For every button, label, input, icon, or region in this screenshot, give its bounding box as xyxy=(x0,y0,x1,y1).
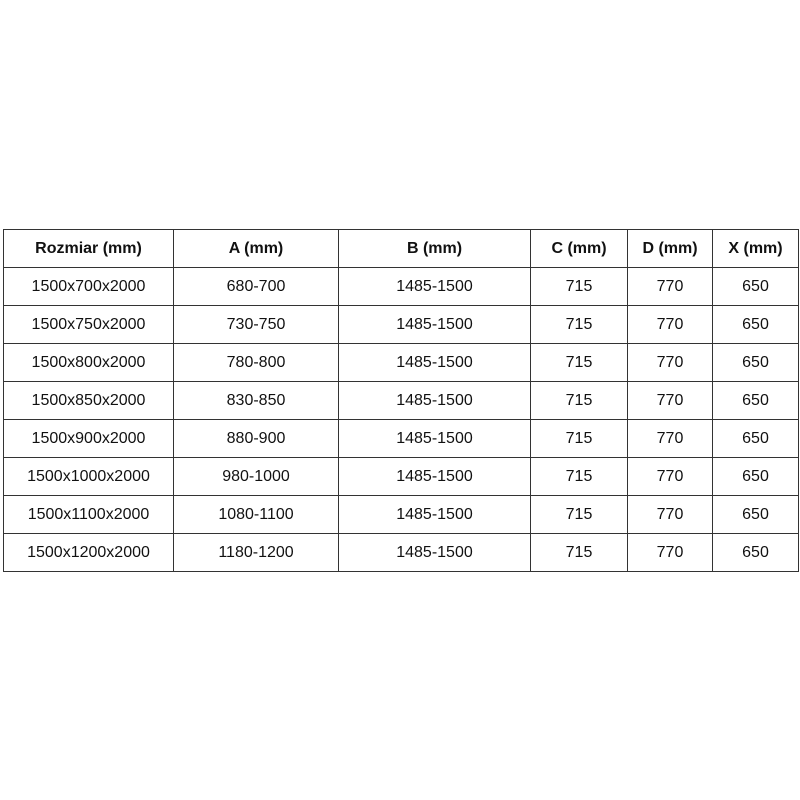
table-cell: 1485-1500 xyxy=(338,533,531,572)
table-cell: 715 xyxy=(530,533,628,572)
table-cell: 1500x800x2000 xyxy=(3,343,174,382)
dimensions-table: Rozmiar (mm) A (mm) B (mm) C (mm) D (mm) X (m… xyxy=(3,229,799,572)
table-cell: 1180-1200 xyxy=(173,533,339,572)
column-header: A (mm) xyxy=(173,229,339,268)
table-cell: 770 xyxy=(627,381,713,420)
table-cell: 1500x900x2000 xyxy=(3,419,174,458)
column-header: Rozmiar (mm) xyxy=(3,229,174,268)
table-row: 1500x700x2000 680-700 1485-1500 715 770 650 xyxy=(3,267,799,306)
table-cell: 650 xyxy=(712,419,799,458)
header-row: Rozmiar (mm) A (mm) B (mm) C (mm) D (mm) X (m… xyxy=(3,229,799,268)
table-cell: 650 xyxy=(712,495,799,534)
table-cell: 650 xyxy=(712,457,799,496)
table-cell: 715 xyxy=(530,343,628,382)
table-cell: 1500x1100x2000 xyxy=(3,495,174,534)
column-header: X (mm) xyxy=(712,229,799,268)
table-cell: 1500x850x2000 xyxy=(3,381,174,420)
table-cell: 1485-1500 xyxy=(338,267,531,306)
table-cell: 650 xyxy=(712,267,799,306)
table-cell: 715 xyxy=(530,381,628,420)
table-row: 1500x850x2000 830-850 1485-1500 715 770 650 xyxy=(3,381,799,420)
table-cell: 770 xyxy=(627,533,713,572)
table-cell: 1485-1500 xyxy=(338,419,531,458)
table-row: 1500x1100x2000 1080-1100 1485-1500 715 770 65… xyxy=(3,495,799,534)
table-cell: 1500x700x2000 xyxy=(3,267,174,306)
table-cell: 730-750 xyxy=(173,305,339,344)
table-cell: 650 xyxy=(712,533,799,572)
table-cell: 650 xyxy=(712,343,799,382)
table-cell: 770 xyxy=(627,419,713,458)
table-cell: 1080-1100 xyxy=(173,495,339,534)
table-row: 1500x750x2000 730-750 1485-1500 715 770 650 xyxy=(3,305,799,344)
table-cell: 1485-1500 xyxy=(338,495,531,534)
table-cell: 830-850 xyxy=(173,381,339,420)
table-cell: 715 xyxy=(530,267,628,306)
table-cell: 1500x1200x2000 xyxy=(3,533,174,572)
table-cell: 1500x1000x2000 xyxy=(3,457,174,496)
table-cell: 715 xyxy=(530,419,628,458)
table-cell: 650 xyxy=(712,381,799,420)
table-cell: 770 xyxy=(627,305,713,344)
table-cell: 770 xyxy=(627,457,713,496)
column-header: D (mm) xyxy=(627,229,713,268)
table-cell: 680-700 xyxy=(173,267,339,306)
column-header: C (mm) xyxy=(530,229,628,268)
table-cell: 715 xyxy=(530,495,628,534)
table-cell: 770 xyxy=(627,495,713,534)
column-header: B (mm) xyxy=(338,229,531,268)
table-cell: 770 xyxy=(627,343,713,382)
table-cell: 980-1000 xyxy=(173,457,339,496)
table-row: 1500x900x2000 880-900 1485-1500 715 770 650 xyxy=(3,419,799,458)
table-row: 1500x800x2000 780-800 1485-1500 715 770 650 xyxy=(3,343,799,382)
table-cell: 780-800 xyxy=(173,343,339,382)
table-cell: 1500x750x2000 xyxy=(3,305,174,344)
table-cell: 1485-1500 xyxy=(338,305,531,344)
table-cell: 1485-1500 xyxy=(338,381,531,420)
table-row: 1500x1000x2000 980-1000 1485-1500 715 770 650 xyxy=(3,457,799,496)
table-row: 1500x1200x2000 1180-1200 1485-1500 715 770 65… xyxy=(3,533,799,572)
table-cell: 880-900 xyxy=(173,419,339,458)
table-cell: 1485-1500 xyxy=(338,343,531,382)
table-cell: 770 xyxy=(627,267,713,306)
table-cell: 650 xyxy=(712,305,799,344)
table-cell: 1485-1500 xyxy=(338,457,531,496)
table-cell: 715 xyxy=(530,305,628,344)
table-cell: 715 xyxy=(530,457,628,496)
